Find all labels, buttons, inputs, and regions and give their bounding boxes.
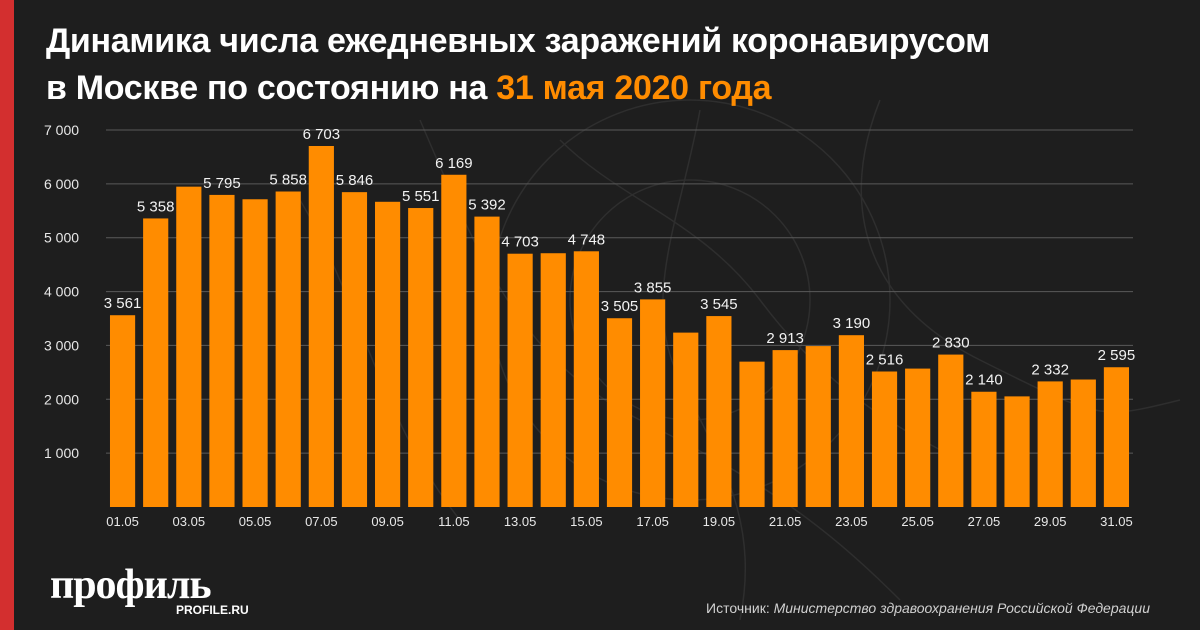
- bar: [242, 199, 268, 507]
- x-tick-label: 31.05: [1100, 514, 1133, 529]
- logo-subtitle: PROFILE.RU: [176, 603, 249, 617]
- x-tick-label: 25.05: [901, 514, 934, 529]
- data-label: 5 551: [402, 188, 440, 205]
- bar: [573, 251, 599, 507]
- x-tick-label: 27.05: [968, 514, 1001, 529]
- bar: [1037, 381, 1063, 507]
- title-date: 31 мая 2020 года: [496, 69, 772, 107]
- x-tick-label: 23.05: [835, 514, 868, 529]
- logo-text: профиль: [50, 562, 212, 608]
- profile-logo: профиль: [50, 562, 212, 608]
- source-note: Источник: Министерство здравоохранения Р…: [706, 600, 1150, 616]
- title-line-2: в Москве по состоянию на: [46, 69, 497, 107]
- bar: [772, 350, 798, 507]
- side-stripe: [0, 0, 14, 630]
- x-tick-label: 19.05: [703, 514, 736, 529]
- data-label: 4 703: [501, 234, 539, 251]
- bar: [143, 218, 169, 508]
- data-label: 3 561: [104, 295, 142, 312]
- x-tick-label: 11.05: [438, 514, 470, 529]
- data-label: 3 855: [634, 279, 672, 296]
- bar: [606, 318, 633, 507]
- bar: [209, 194, 235, 507]
- y-tick-label: 4 000: [44, 284, 79, 300]
- x-tick-label: 09.05: [371, 514, 404, 529]
- data-label: 6 703: [303, 126, 341, 143]
- data-label: 2 913: [766, 330, 804, 347]
- bar: [739, 361, 765, 507]
- data-label: 2 830: [932, 335, 970, 352]
- bar: [1070, 379, 1096, 507]
- bar: [905, 368, 931, 507]
- data-label: 3 190: [833, 315, 871, 332]
- y-tick-label: 5 000: [44, 230, 79, 246]
- data-label: 5 392: [468, 197, 506, 214]
- bar: [938, 354, 964, 507]
- data-label: 3 505: [601, 298, 639, 315]
- bar: [706, 316, 732, 507]
- x-tick-label: 15.05: [570, 514, 603, 529]
- bar: [871, 371, 898, 507]
- data-label: 2 595: [1098, 347, 1136, 364]
- source-label: Источник:: [706, 600, 774, 616]
- bar: [507, 253, 533, 507]
- data-label: 2 332: [1031, 361, 1069, 378]
- bar: [673, 332, 699, 507]
- bar: [441, 174, 467, 507]
- data-label: 2 516: [866, 351, 904, 368]
- x-tick-label: 13.05: [504, 514, 537, 529]
- bar: [275, 191, 301, 507]
- bar: [640, 299, 666, 507]
- x-tick-label: 17.05: [636, 514, 669, 529]
- data-label: 5 358: [137, 198, 175, 215]
- x-tick-label: 03.05: [173, 514, 206, 529]
- data-label: 6 169: [435, 155, 473, 172]
- data-label: 5 858: [269, 172, 307, 189]
- y-tick-label: 3 000: [44, 337, 79, 353]
- bar: [109, 315, 136, 507]
- x-tick-label: 07.05: [305, 514, 338, 529]
- x-tick-label: 21.05: [769, 514, 802, 529]
- data-label: 3 545: [700, 296, 738, 313]
- data-label: 5 846: [336, 172, 374, 189]
- bar: [176, 186, 202, 507]
- data-label: 4 748: [568, 231, 606, 248]
- bar: [1004, 396, 1030, 507]
- y-tick-label: 1 000: [44, 445, 79, 461]
- bar: [408, 208, 434, 507]
- bar: [971, 391, 997, 507]
- bar: [540, 253, 566, 507]
- bar: [838, 335, 864, 507]
- source-text: Министерство здравоохранения Российской …: [773, 600, 1150, 616]
- y-tick-label: 2 000: [44, 391, 79, 407]
- bar: [474, 216, 500, 507]
- bar: [805, 346, 831, 507]
- bar: [341, 192, 368, 508]
- page-title: Динамика числа ежедневных заражений коро…: [46, 18, 1176, 112]
- data-label: 2 140: [965, 372, 1003, 389]
- data-label: 5 795: [203, 175, 241, 192]
- y-tick-label: 7 000: [44, 122, 79, 138]
- bar: [1103, 367, 1130, 507]
- title-line-1: Динамика числа ежедневных заражений коро…: [46, 22, 990, 60]
- y-tick-label: 6 000: [44, 176, 79, 192]
- x-tick-label: 05.05: [239, 514, 272, 529]
- bar: [375, 201, 401, 507]
- x-tick-label: 01.05: [106, 514, 139, 529]
- x-tick-label: 29.05: [1034, 514, 1067, 529]
- bar: [308, 145, 334, 507]
